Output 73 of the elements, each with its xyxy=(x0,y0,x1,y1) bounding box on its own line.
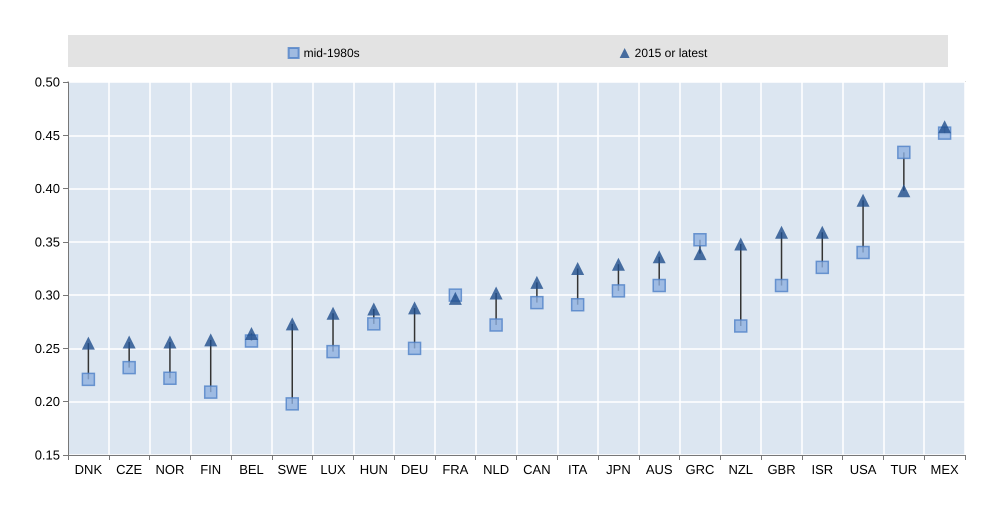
x-tick-label: DEU xyxy=(400,462,428,477)
point xyxy=(82,372,96,386)
x-tick-label: CZE xyxy=(116,462,142,477)
point xyxy=(122,336,136,349)
point xyxy=(286,397,299,411)
x-tick-label: NLD xyxy=(483,462,510,477)
point xyxy=(612,258,625,271)
point xyxy=(775,226,788,239)
point xyxy=(530,296,544,310)
point xyxy=(570,298,584,312)
point xyxy=(856,194,870,207)
point xyxy=(816,226,829,239)
point xyxy=(82,336,95,350)
y-tick-label: 0.35 xyxy=(34,234,60,250)
y-tick-label: 0.20 xyxy=(34,394,60,410)
y-tick-label: 0.30 xyxy=(34,288,60,303)
point xyxy=(204,333,218,346)
point xyxy=(652,278,666,292)
point xyxy=(571,262,584,275)
legend-label: 2015 or latest xyxy=(634,46,708,60)
x-tick-label: FIN xyxy=(200,462,222,477)
point xyxy=(693,247,706,260)
y-tick-label: 0.25 xyxy=(34,340,60,356)
point xyxy=(408,301,422,314)
point xyxy=(122,360,136,374)
x-tick-label: ISR xyxy=(811,462,834,477)
point xyxy=(774,278,788,292)
point xyxy=(612,284,626,298)
x-tick-label: BEL xyxy=(239,462,264,477)
y-tick-label: 0.45 xyxy=(34,128,60,143)
point xyxy=(163,372,177,386)
point xyxy=(367,302,380,316)
point xyxy=(816,260,830,274)
point xyxy=(489,318,503,332)
x-tick-label: USA xyxy=(850,462,877,477)
x-tick-label: NOR xyxy=(155,462,184,477)
x-tick-label: HUN xyxy=(360,462,388,477)
y-tick-label: 0.50 xyxy=(34,74,60,90)
x-tick-label: LUX xyxy=(320,462,346,477)
point xyxy=(163,336,176,349)
point xyxy=(530,276,544,289)
point xyxy=(490,286,503,300)
x-tick-label: MEX xyxy=(930,462,960,477)
x-tick-label: ITA xyxy=(568,462,588,477)
point xyxy=(938,120,952,134)
point xyxy=(897,146,911,160)
point xyxy=(448,292,462,305)
point xyxy=(204,385,218,399)
point xyxy=(897,184,910,198)
x-tick-label: NZL xyxy=(728,462,754,477)
point xyxy=(286,317,299,330)
x-tick-label: GBR xyxy=(767,462,796,477)
x-tick-label: JPN xyxy=(606,462,631,477)
point xyxy=(652,250,666,264)
point xyxy=(367,317,381,331)
point xyxy=(408,342,422,356)
point xyxy=(734,237,748,250)
x-tick-label: CAN xyxy=(523,462,551,477)
point xyxy=(693,232,707,246)
x-tick-label: FRA xyxy=(442,462,469,477)
point xyxy=(326,344,340,358)
x-tick-label: GRC xyxy=(686,462,714,477)
point xyxy=(734,319,748,333)
point xyxy=(244,327,258,340)
x-tick-label: DNK xyxy=(74,462,102,477)
y-tick-label: 0.15 xyxy=(34,448,60,462)
point xyxy=(326,306,340,320)
legend-label: mid-1980s xyxy=(304,46,360,60)
x-tick-label: SWE xyxy=(277,462,308,477)
x-tick-label: AUS xyxy=(646,462,673,477)
point xyxy=(856,246,870,260)
x-tick-label: TUR xyxy=(890,462,918,477)
y-tick-label: 0.40 xyxy=(34,181,60,196)
